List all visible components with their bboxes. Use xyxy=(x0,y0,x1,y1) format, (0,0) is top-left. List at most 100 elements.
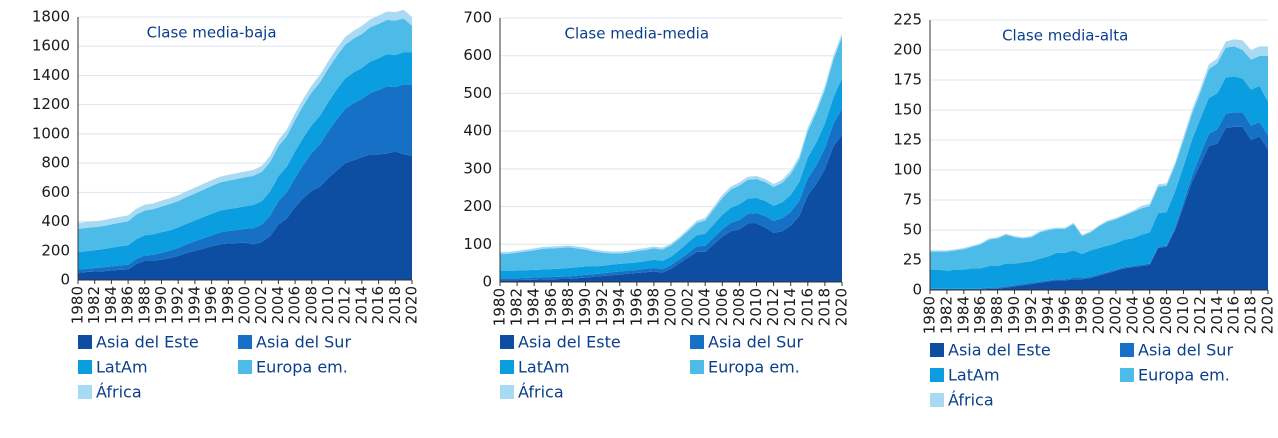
area xyxy=(930,46,1268,271)
legend-label: África xyxy=(948,391,994,410)
x-tick-label: 2006 xyxy=(1140,296,1158,334)
legend-label: Asia del Sur xyxy=(256,333,351,352)
area xyxy=(78,9,412,229)
legend-label: Europa em. xyxy=(1138,366,1230,385)
x-tick-label: 1996 xyxy=(627,288,645,326)
legend-label: LatAm xyxy=(518,358,570,377)
x-tick-label: 2018 xyxy=(386,286,404,324)
y-tick-label: 150 xyxy=(893,101,922,119)
y-tick-label: 1400 xyxy=(32,66,70,84)
area xyxy=(930,76,1268,289)
x-tick-label: 2014 xyxy=(352,286,370,324)
x-tick-label: 1990 xyxy=(152,286,170,324)
x-tick-label: 2018 xyxy=(815,288,833,326)
y-tick-label: 25 xyxy=(903,251,922,269)
x-tick-label: 1996 xyxy=(1056,296,1074,334)
legend-swatch xyxy=(690,335,704,349)
x-tick-label: 2002 xyxy=(252,286,270,324)
legend-swatch xyxy=(930,393,944,407)
legend-label: Europa em. xyxy=(708,358,800,377)
legend-label: Asia del Sur xyxy=(708,333,803,352)
x-tick-label: 1986 xyxy=(119,286,137,324)
x-tick-label: 1980 xyxy=(69,286,87,324)
x-tick-label: 2008 xyxy=(302,286,320,324)
legend-label: Asia del Este xyxy=(96,333,199,352)
legend-label: África xyxy=(96,383,142,402)
y-tick-label: 175 xyxy=(893,71,922,89)
y-tick-label: 400 xyxy=(41,212,70,230)
x-tick-label: 2002 xyxy=(679,288,697,326)
x-tick-label: 2002 xyxy=(1106,296,1124,334)
x-tick-label: 2012 xyxy=(1191,296,1209,334)
x-tick-label: 2020 xyxy=(833,288,851,326)
y-tick-label: 0 xyxy=(912,281,922,299)
x-tick-label: 2006 xyxy=(713,288,731,326)
x-tick-label: 1998 xyxy=(644,288,662,326)
x-tick-label: 1998 xyxy=(1073,296,1091,334)
y-tick-label: 100 xyxy=(893,161,922,179)
legend-label: LatAm xyxy=(948,366,1000,385)
legend-swatch xyxy=(500,335,514,349)
x-tick-label: 1988 xyxy=(988,296,1006,334)
y-tick-label: 1000 xyxy=(32,124,70,142)
x-tick-label: 1982 xyxy=(937,296,955,334)
x-tick-label: 2020 xyxy=(1259,296,1277,334)
y-tick-label: 1600 xyxy=(32,37,70,55)
chart-title: Clase media-alta xyxy=(1002,27,1128,45)
legend-swatch xyxy=(500,360,514,374)
x-tick-label: 2012 xyxy=(764,288,782,326)
area xyxy=(930,126,1268,290)
x-tick-label: 1980 xyxy=(491,288,509,326)
legend-swatch xyxy=(930,343,944,357)
legend-swatch xyxy=(1120,343,1134,357)
x-tick-label: 1984 xyxy=(102,286,120,324)
x-tick-label: 2000 xyxy=(236,286,254,324)
y-tick-label: 300 xyxy=(463,159,492,177)
y-tick-label: 200 xyxy=(893,41,922,59)
legend-swatch xyxy=(78,360,92,374)
area xyxy=(78,18,412,253)
x-tick-label: 1980 xyxy=(921,296,939,334)
x-tick-label: 2014 xyxy=(781,288,799,326)
x-tick-label: 2016 xyxy=(1225,296,1243,334)
y-tick-label: 1800 xyxy=(32,8,70,26)
legend-swatch xyxy=(238,360,252,374)
x-tick-label: 2006 xyxy=(286,286,304,324)
legend-label: África xyxy=(518,383,564,402)
legend-swatch xyxy=(78,335,92,349)
x-tick-label: 2014 xyxy=(1208,296,1226,334)
x-tick-label: 2012 xyxy=(336,286,354,324)
legend-swatch xyxy=(78,385,92,399)
x-tick-label: 2004 xyxy=(696,288,714,326)
x-tick-label: 2004 xyxy=(269,286,287,324)
x-tick-label: 1984 xyxy=(525,288,543,326)
x-tick-label: 1982 xyxy=(508,288,526,326)
x-tick-label: 2000 xyxy=(1090,296,1108,334)
chart-title: Clase media-baja xyxy=(147,24,277,42)
x-tick-label: 1996 xyxy=(202,286,220,324)
x-tick-label: 2020 xyxy=(403,286,421,324)
x-tick-label: 1992 xyxy=(1022,296,1040,334)
legend-swatch xyxy=(1120,368,1134,382)
x-tick-label: 2010 xyxy=(1174,296,1192,334)
x-tick-label: 2010 xyxy=(319,286,337,324)
legend-swatch xyxy=(500,385,514,399)
x-tick-label: 2000 xyxy=(662,288,680,326)
y-tick-label: 800 xyxy=(41,154,70,172)
x-tick-label: 1990 xyxy=(576,288,594,326)
x-tick-label: 2016 xyxy=(798,288,816,326)
x-tick-label: 1990 xyxy=(1005,296,1023,334)
x-tick-label: 2016 xyxy=(369,286,387,324)
x-tick-label: 1994 xyxy=(610,288,628,326)
y-tick-label: 125 xyxy=(893,131,922,149)
area xyxy=(78,151,412,280)
x-tick-label: 2010 xyxy=(747,288,765,326)
chart-title: Clase media-media xyxy=(565,25,710,43)
area xyxy=(78,52,412,270)
x-tick-label: 1984 xyxy=(954,296,972,334)
y-tick-label: 225 xyxy=(893,11,922,29)
x-tick-label: 2008 xyxy=(730,288,748,326)
area xyxy=(500,134,842,282)
x-tick-label: 1988 xyxy=(559,288,577,326)
area xyxy=(78,84,412,273)
